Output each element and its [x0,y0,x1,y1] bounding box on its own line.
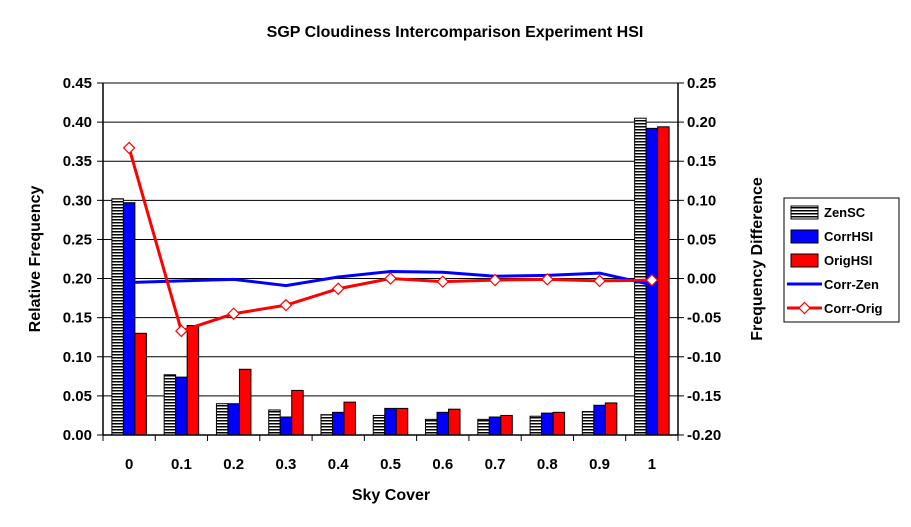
x-tick-label: 1 [648,456,656,473]
bar-orighsi [604,402,618,436]
tick-labels: 0.000.050.100.150.200.250.300.350.400.45… [63,75,721,473]
bar-corrhsi [331,411,345,436]
marker-corr-orig [384,272,397,285]
y2-tick-label: 0.00 [687,271,716,288]
chart-title: SGP Cloudiness Intercomparison Experimen… [267,24,644,41]
legend-swatch-zensc [790,205,819,220]
bar-zensc [372,414,386,436]
difference-lines [122,141,659,338]
y2-tick-label: -0.05 [687,310,721,327]
line-corr-zen [129,270,653,288]
bar-orighsi [395,407,409,436]
legend-label: Corr-Orig [824,301,883,316]
marker-corr-orig [175,324,188,338]
bar-zensc [320,414,333,436]
y-tick-label: 0.20 [63,271,92,288]
y-tick-label: 0.00 [63,427,92,444]
x-tick-label: 0.6 [432,456,453,473]
legend-marker [798,301,811,315]
y2-tick-label: 0.10 [687,192,716,209]
bar-orighsi [238,368,252,436]
y2-tick-label: -0.20 [687,427,721,444]
y-tick-label: 0.10 [63,349,92,366]
y-tick-label: 0.40 [63,114,92,131]
marker-corr-orig [540,272,554,286]
bar-corrhsi [279,416,293,436]
legend: ZenSC CorrHSI OrigHSI Corr-Zen Corr-Orig [783,197,900,323]
y2-tick-label: 0.15 [687,153,716,170]
y2-tick-label: 0.05 [687,231,716,248]
legend-swatch-corrhsi [790,229,819,244]
y-axis-label: Relative Frequency [27,186,44,333]
y2-axis-label: Frequency Difference [749,177,766,341]
bar-corrhsi [175,376,188,436]
bar-corrhsi [227,403,240,436]
bar-zensc [215,403,229,436]
bar-zensc [634,117,647,436]
bar-corrhsi [541,412,554,436]
legend-swatch-orighsi [790,253,819,268]
bar-orighsi [186,324,200,436]
bar-corrhsi [593,404,606,436]
axes [97,82,684,441]
x-tick-label: 0 [125,456,133,473]
y2-tick-label: -0.10 [687,349,721,366]
marker-corr-orig [593,274,606,288]
bar-zensc [425,418,438,436]
bar-orighsi [657,126,670,436]
bar-orighsi [448,408,461,436]
bar-zensc [581,411,595,436]
legend-label: OrigHSI [824,253,872,268]
x-tick-label: 0.5 [380,456,401,473]
bar-orighsi [134,332,147,436]
y-tick-label: 0.15 [63,310,92,327]
x-tick-label: 0.8 [537,456,558,473]
marker-corr-orig [488,273,502,287]
bar-orighsi [552,411,566,436]
bar-zensc [529,415,543,436]
bar-corrhsi [436,411,450,436]
marker-corr-orig [122,141,136,155]
x-tick-label: 0.7 [485,456,506,473]
bar-zensc [268,409,281,436]
bars [111,117,670,436]
y2-tick-label: -0.15 [687,388,721,405]
legend-label: Corr-Zen [824,277,879,292]
marker-corr-orig [227,307,241,321]
y2-tick-label: 0.20 [687,114,716,131]
bar-zensc [163,374,177,436]
y-tick-label: 0.35 [63,153,92,170]
y-tick-label: 0.05 [63,388,92,405]
y-tick-label: 0.30 [63,192,92,209]
bar-corrhsi [122,202,136,436]
y2-tick-label: 0.25 [687,75,716,92]
x-axis-label: Sky Cover [352,487,430,504]
x-tick-label: 0.1 [171,456,192,473]
marker-corr-orig [645,273,659,287]
marker-corr-orig [436,275,450,289]
bar-zensc [111,198,124,436]
legend-label: CorrHSI [824,229,873,244]
legend-label: ZenSC [824,205,866,220]
x-tick-label: 0.2 [223,456,244,473]
y-tick-label: 0.45 [63,75,92,92]
y-tick-label: 0.25 [63,231,92,248]
bar-orighsi [343,401,356,436]
x-tick-label: 0.3 [276,456,297,473]
bar-orighsi [500,414,513,436]
x-tick-label: 0.4 [328,456,350,473]
bar-orighsi [291,389,304,436]
marker-corr-orig [331,282,345,296]
marker-corr-orig [279,298,293,312]
x-tick-label: 0.9 [589,456,610,473]
bar-corrhsi [384,407,397,436]
bar-corrhsi [488,416,502,436]
bar-zensc [477,418,490,436]
